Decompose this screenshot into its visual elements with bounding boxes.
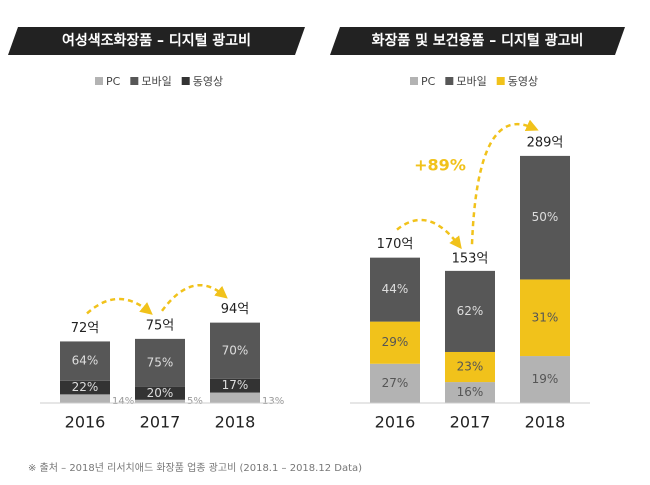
segment-label: 62% — [457, 304, 484, 318]
legend-swatch — [181, 77, 190, 85]
x-tick-label: 2018 — [215, 413, 256, 432]
legend-label: 동영상 — [508, 75, 538, 88]
total-label: 153억 — [452, 252, 489, 267]
legend-label: PC — [106, 75, 121, 88]
legend-label: PC — [421, 75, 436, 88]
trend-arrow — [470, 119, 539, 245]
segment-label: 75% — [147, 355, 174, 369]
total-label: 94억 — [221, 302, 250, 317]
total-label: 289억 — [527, 135, 564, 150]
bar-segment — [370, 321, 420, 364]
bar-segment — [135, 399, 185, 403]
trend-arrow — [160, 283, 228, 312]
trend-arrow — [396, 218, 462, 250]
title-banner — [330, 27, 625, 55]
legend-swatch — [496, 77, 505, 85]
legend-swatch — [410, 77, 418, 85]
segment-label: 20% — [147, 386, 174, 400]
segment-label: 31% — [532, 310, 559, 324]
legend-label: 동영상 — [193, 75, 223, 88]
chart-title: 화장품 및 보건용품 – 디지털 광고비 — [372, 32, 584, 49]
segment-label: 22% — [72, 380, 99, 394]
legend-label: 모바일 — [456, 74, 486, 88]
segment-label: 16% — [457, 385, 484, 399]
bar-segment — [520, 356, 570, 403]
segment-label: 29% — [382, 335, 409, 349]
title-banner — [8, 27, 305, 55]
segment-label: 5% — [187, 396, 203, 407]
bar-segment — [370, 363, 420, 403]
total-label: 75억 — [146, 318, 175, 333]
x-tick-label: 2016 — [375, 413, 416, 432]
bar-segment — [445, 270, 495, 352]
segment-label: 44% — [382, 282, 409, 296]
segment-label: 70% — [222, 343, 249, 357]
trend-arrow — [86, 297, 153, 315]
legend-swatch — [445, 77, 454, 85]
bar-segment — [60, 394, 110, 403]
bar-segment — [370, 257, 420, 322]
bar-segment — [520, 155, 570, 280]
segment-label: 27% — [382, 376, 409, 390]
bar-segment — [60, 380, 110, 395]
total-label: 72억 — [71, 321, 100, 336]
bar-segment — [210, 392, 260, 403]
x-tick-label: 2018 — [525, 413, 566, 432]
bar-segment — [520, 279, 570, 357]
x-tick-label: 2017 — [140, 413, 181, 432]
legend-swatch — [95, 77, 103, 85]
bar-segment — [210, 322, 260, 379]
segment-label: 64% — [72, 354, 99, 368]
total-label: 170억 — [377, 237, 414, 252]
bar-segment — [445, 351, 495, 383]
segment-label: 50% — [532, 210, 559, 224]
chart-title: 여성색조화장품 – 디지털 광고비 — [62, 32, 251, 49]
segment-label: 23% — [457, 360, 484, 374]
x-tick-label: 2017 — [450, 413, 491, 432]
segment-label: 17% — [222, 378, 249, 392]
bar-segment — [135, 386, 185, 400]
segment-label: 19% — [532, 372, 559, 386]
footnote: ※ 출처 – 2018년 리서치애드 화장품 업종 광고비 (2018.1 – … — [28, 461, 362, 474]
bar-segment — [210, 378, 260, 393]
bar-segment — [135, 338, 185, 387]
legend-swatch — [130, 77, 139, 85]
bar-segment — [445, 382, 495, 403]
x-tick-label: 2016 — [65, 413, 106, 432]
segment-label: 14% — [112, 396, 134, 407]
legend-label: 모바일 — [141, 74, 171, 88]
bar-segment — [60, 341, 110, 381]
segment-label: 13% — [262, 396, 284, 407]
annotation: +89% — [414, 156, 466, 175]
